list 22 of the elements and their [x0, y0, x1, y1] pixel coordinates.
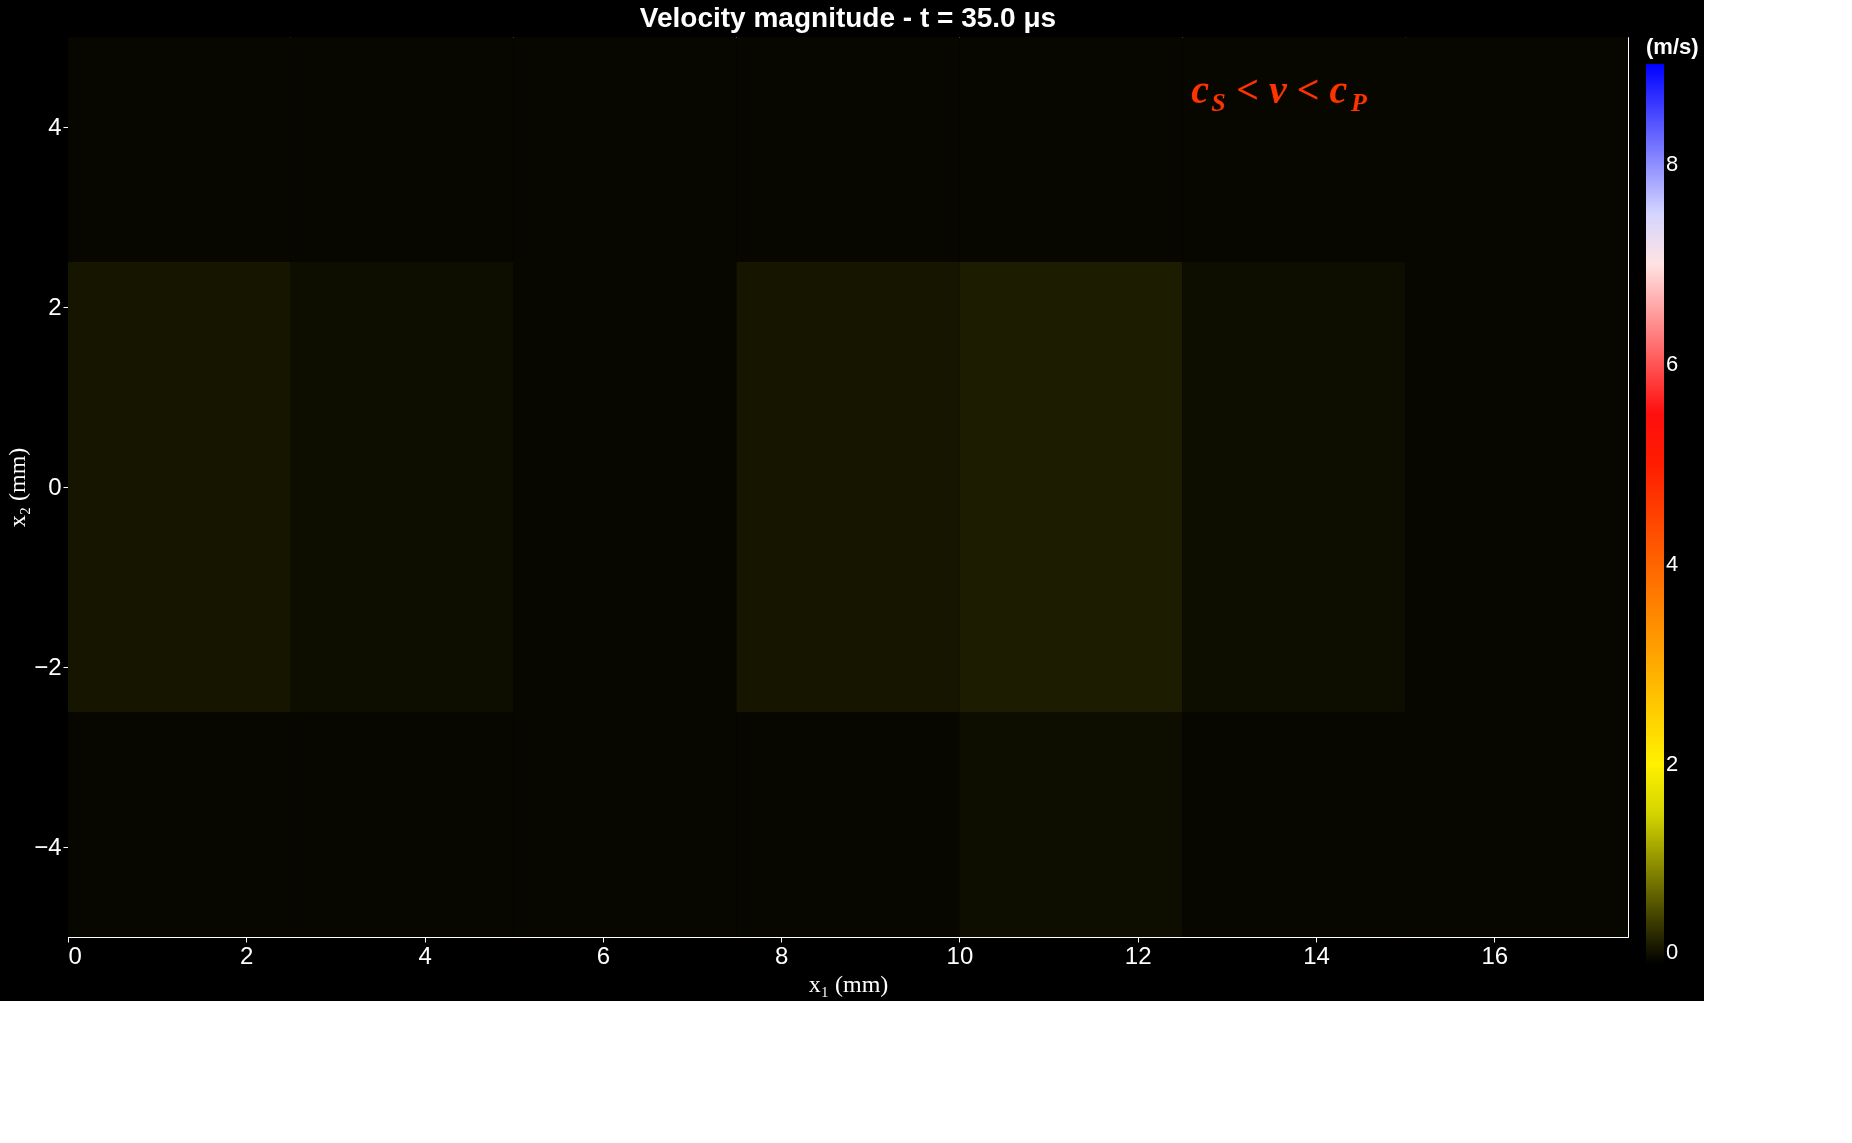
x-tick-label: 14	[1303, 941, 1330, 969]
color-bar-label: 6	[1666, 351, 1679, 376]
x-tick-label: 8	[774, 941, 789, 969]
x-tick-label: 4	[418, 941, 432, 969]
y-tick-label: −4	[34, 832, 62, 860]
y-tick-label: 2	[48, 292, 62, 320]
y-axis-title: x₂ (mm)	[4, 447, 31, 528]
y-tick-label: 4	[48, 112, 62, 140]
color-bar-title: (m/s)	[1646, 34, 1699, 59]
chart-title: Velocity magnitude - t = 35.0 μs	[639, 2, 1057, 33]
y-tick-label: −2	[34, 652, 62, 680]
x-tick-label: 10	[946, 941, 974, 969]
color-bar-label: 4	[1666, 551, 1679, 576]
x-tick-label: 12	[1124, 941, 1152, 969]
x-tick-label: 16	[1481, 941, 1509, 969]
x-tick-label: 6	[596, 941, 611, 969]
x-axis-title: x₁ (mm)	[808, 970, 889, 997]
x-tick-label: 2	[240, 941, 254, 969]
y-tick-label: 0	[48, 472, 62, 500]
color-bar-label: 8	[1666, 151, 1679, 176]
x-tick-label: 0	[68, 941, 82, 969]
color-bar-label: 2	[1666, 751, 1679, 776]
